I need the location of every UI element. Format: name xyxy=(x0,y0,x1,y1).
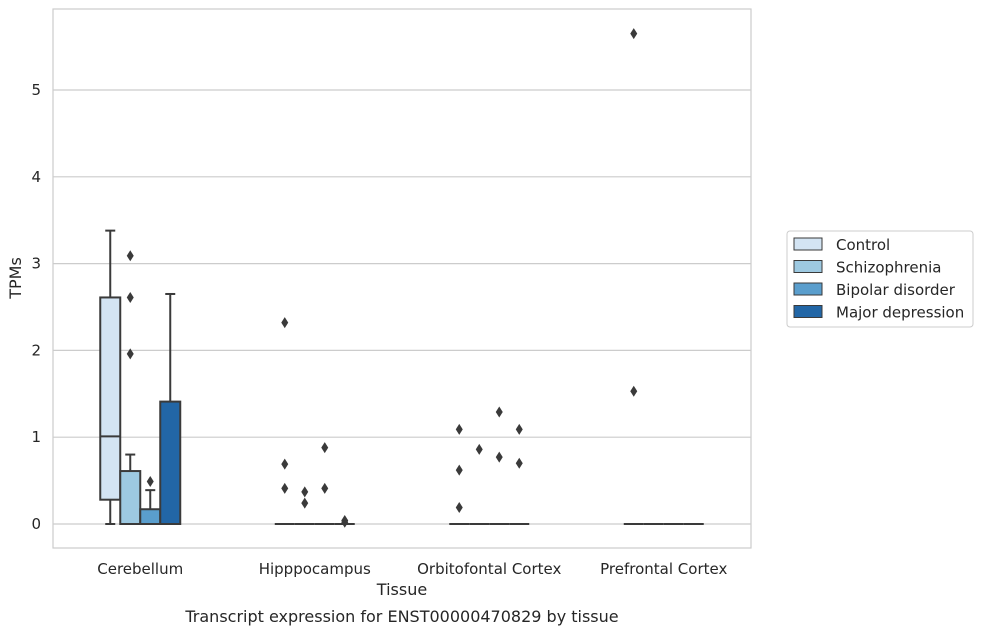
y-tick-label: 5 xyxy=(31,81,41,99)
y-tick-label: 0 xyxy=(31,515,41,533)
y-axis-label: TPMs xyxy=(6,257,25,300)
outlier-point xyxy=(126,291,134,303)
outlier-point xyxy=(455,464,463,476)
box-body xyxy=(159,400,182,525)
legend-swatch xyxy=(793,305,823,318)
box-schizophrenia xyxy=(119,453,142,525)
box-control xyxy=(99,229,122,525)
outlier-point xyxy=(301,497,309,509)
box-bipolar-disorder xyxy=(139,489,162,525)
outlier-point xyxy=(281,317,289,329)
legend: Control Schizophrenia Bipolar disorder Majo… xyxy=(786,230,974,328)
y-tick-label: 1 xyxy=(31,428,41,446)
outlier-point xyxy=(495,451,503,463)
outlier-point xyxy=(455,423,463,435)
y-tick-label: 2 xyxy=(31,341,41,359)
outlier-point xyxy=(515,423,523,435)
y-tick-label: 3 xyxy=(31,255,41,273)
y-tick-labels: 0 1 2 3 4 5 xyxy=(31,81,41,533)
box-body xyxy=(119,470,142,525)
outlier-point xyxy=(630,28,638,40)
legend-swatch xyxy=(793,260,823,273)
legend-swatch xyxy=(793,282,823,296)
outlier-point xyxy=(321,482,329,494)
outlier-points xyxy=(126,28,638,528)
legend-frame xyxy=(786,230,974,328)
box-body xyxy=(99,296,122,501)
outlier-point xyxy=(126,348,134,360)
x-tick-label: Hipppocampus xyxy=(259,560,371,578)
x-tick-labels: Cerebellum Hipppocampus Orbitofontal Corte… xyxy=(97,560,727,578)
outlier-point xyxy=(301,486,309,498)
x-tick-label: Prefrontal Cortex xyxy=(600,560,727,578)
legend-label: Control xyxy=(836,236,890,254)
legend-swatch xyxy=(793,237,823,251)
x-tick-label: Orbitofontal Cortex xyxy=(417,560,561,578)
chart-caption: Transcript expression for ENST0000047082… xyxy=(184,607,618,626)
box-groups xyxy=(99,229,704,525)
grid-lines xyxy=(53,89,751,525)
box-major-depression xyxy=(159,292,182,525)
outlier-point xyxy=(475,443,483,455)
box-body xyxy=(139,508,162,525)
x-tick-label: Cerebellum xyxy=(97,560,183,578)
outlier-point xyxy=(495,406,503,418)
outlier-point xyxy=(341,516,349,528)
outlier-point xyxy=(515,457,523,469)
legend-label: Major depression xyxy=(836,304,964,322)
outlier-point xyxy=(455,502,463,514)
legend-label: Schizophrenia xyxy=(836,259,941,277)
x-axis-label: Tissue xyxy=(376,580,427,599)
legend-label: Bipolar disorder xyxy=(836,281,956,299)
plot-frame xyxy=(52,8,752,549)
y-tick-label: 4 xyxy=(31,168,41,186)
outlier-point xyxy=(321,442,329,454)
outlier-point xyxy=(146,475,154,487)
outlier-point xyxy=(281,458,289,470)
outlier-point xyxy=(126,250,134,262)
outlier-point xyxy=(281,482,289,494)
outlier-point xyxy=(630,385,638,397)
